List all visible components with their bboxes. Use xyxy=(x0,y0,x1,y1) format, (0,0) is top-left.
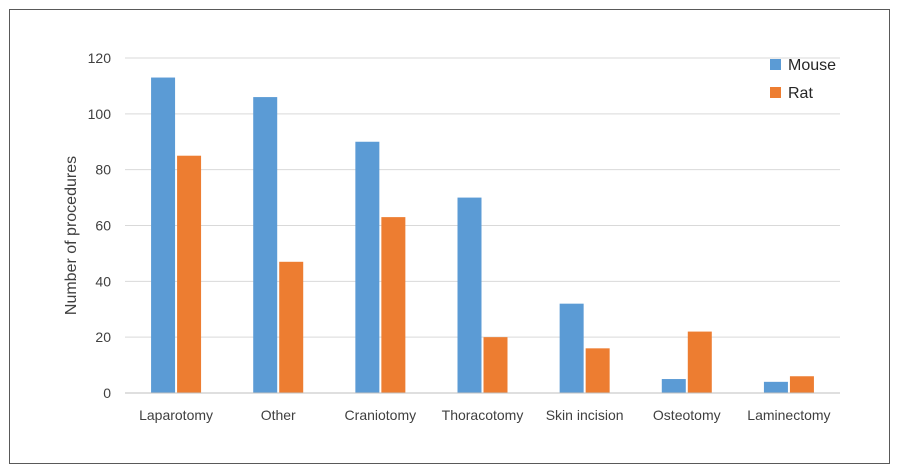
y-axis-title: Number of procedures xyxy=(63,156,80,315)
y-tick-label: 100 xyxy=(88,106,112,122)
y-tick-label: 0 xyxy=(103,385,111,401)
gridlines xyxy=(125,57,840,338)
bar-mouse-laparotomy xyxy=(151,77,176,394)
bars xyxy=(151,77,814,394)
x-tick-label: Laparotomy xyxy=(139,407,213,423)
x-tick-label: Other xyxy=(261,407,296,423)
x-tick-label: Osteotomy xyxy=(653,407,721,423)
bar-rat-osteotomy xyxy=(687,331,712,393)
legend-label-mouse: Mouse xyxy=(788,57,836,74)
x-tick-label: Thoracotomy xyxy=(442,407,524,423)
y-tick-label: 20 xyxy=(95,329,111,345)
y-tick-label: 60 xyxy=(95,218,111,234)
legend-label-rat: Rat xyxy=(788,85,813,102)
x-tick-label: Laminectomy xyxy=(747,407,830,423)
y-tick-label: 120 xyxy=(88,50,112,66)
bar-rat-laminectomy xyxy=(789,376,814,393)
bar-mouse-craniotomy xyxy=(355,141,380,393)
bar-mouse-laminectomy xyxy=(763,381,788,393)
legend-swatch-rat xyxy=(770,87,781,98)
bar-rat-craniotomy xyxy=(381,217,406,393)
bar-mouse-osteotomy xyxy=(661,379,686,393)
y-tick-label: 40 xyxy=(95,273,111,289)
y-tick-label: 80 xyxy=(95,162,111,178)
legend-swatch-mouse xyxy=(770,59,781,70)
bar-rat-skin-incision xyxy=(585,348,610,393)
bar-rat-laparotomy xyxy=(177,155,202,393)
legend: Mouse Rat xyxy=(770,57,836,102)
bar-mouse-skin-incision xyxy=(559,303,584,393)
x-tick-label: Skin incision xyxy=(546,407,624,423)
y-tick-labels: 0 20 40 60 80 100 120 xyxy=(88,50,112,401)
bar-mouse-other xyxy=(253,97,278,393)
bar-rat-other xyxy=(279,261,304,393)
x-tick-label: Craniotomy xyxy=(345,407,417,423)
bar-mouse-thoracotomy xyxy=(457,197,482,393)
x-tick-labels: Laparotomy Other Craniotomy Thoracotomy Skin… xyxy=(139,407,830,423)
bar-rat-thoracotomy xyxy=(483,337,508,393)
